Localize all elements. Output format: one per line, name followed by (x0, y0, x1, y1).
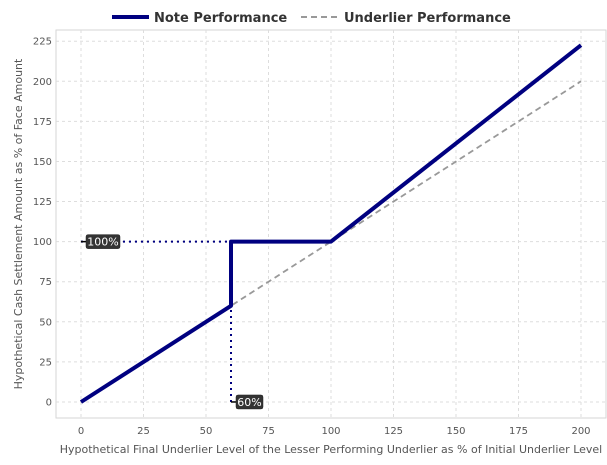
x-tick-label: 0 (78, 426, 84, 437)
series-line-note-performance (79, 43, 583, 404)
x-axis-label: Hypothetical Final Underlier Level of th… (60, 443, 603, 456)
y-tick-label: 175 (33, 117, 52, 128)
x-tick-label: 200 (571, 426, 590, 437)
y-tick-labels: 0 25 50 75 100 125 150 175 200 225 (33, 37, 52, 409)
x-tick-label: 25 (137, 426, 150, 437)
annotation-label: 60% (237, 396, 261, 409)
annotation-label: 100% (87, 236, 118, 249)
annotations: 100% 60% (81, 234, 264, 410)
legend-label-underlier: Underlier Performance (344, 11, 511, 26)
annotation-box (235, 394, 264, 410)
x-tick-label: 100 (321, 426, 340, 437)
y-tick-label: 0 (46, 397, 52, 408)
y-tick-label: 200 (33, 77, 52, 88)
y-tick-label: 75 (39, 277, 52, 288)
y-tick-label: 25 (39, 357, 52, 368)
annotation-box (85, 234, 121, 249)
x-tick-label: 175 (509, 426, 528, 437)
x-tick-label: 75 (262, 426, 275, 437)
y-tick-label: 225 (33, 37, 52, 48)
y-tick-label: 125 (33, 197, 52, 208)
series-line-underlier-performance (80, 80, 582, 403)
grid (56, 30, 606, 418)
y-tick-label: 100 (33, 237, 52, 248)
legend: Note Performance Underlier Performance (112, 11, 511, 26)
series-lines (79, 43, 583, 404)
x-tick-labels: 0 25 50 75 100 125 150 175 200 (78, 426, 591, 437)
legend-label-note: Note Performance (154, 11, 287, 26)
x-tick-label: 150 (446, 426, 465, 437)
y-tick-label: 150 (33, 157, 52, 168)
y-axis-label: Hypothetical Cash Settlement Amount as %… (12, 58, 25, 389)
x-tick-label: 125 (384, 426, 403, 437)
x-tick-label: 50 (200, 426, 213, 437)
y-tick-label: 50 (39, 317, 52, 328)
